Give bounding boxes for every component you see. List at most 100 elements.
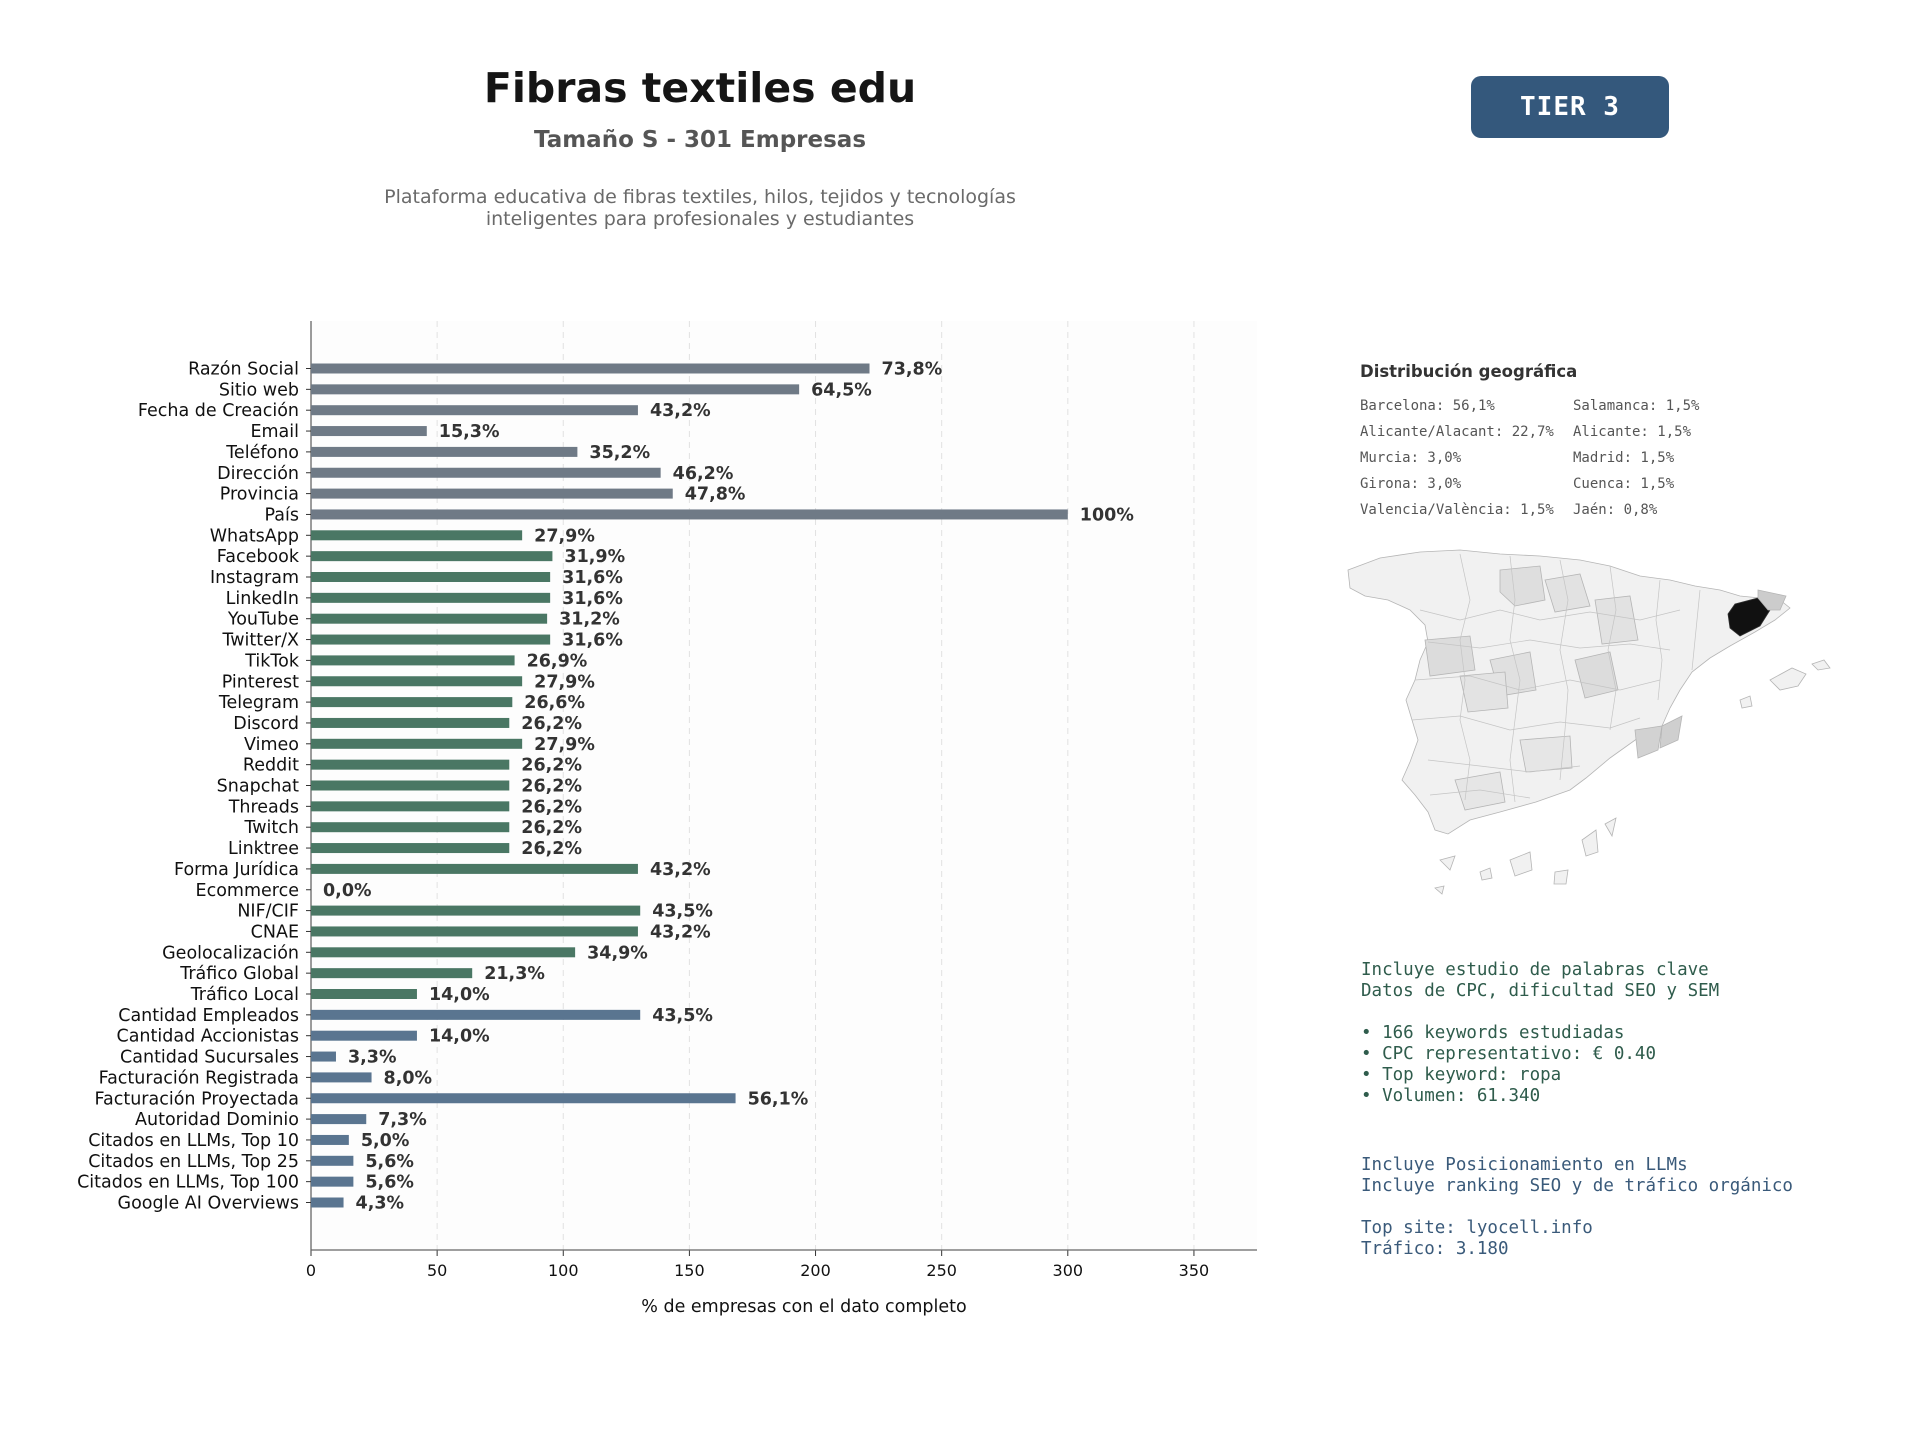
llm-info: Incluye Posicionamiento en LLMs Incluye … bbox=[1361, 1155, 1793, 1260]
data-label: 15,3% bbox=[439, 422, 500, 442]
data-label: 27,9% bbox=[534, 735, 595, 755]
x-tick-label: 0 bbox=[306, 1261, 316, 1280]
category-label: Pinterest bbox=[222, 672, 299, 692]
category-label: Geolocalización bbox=[162, 943, 299, 963]
province-shaded bbox=[1459, 671, 1509, 713]
data-label: 5,6% bbox=[365, 1173, 414, 1193]
data-label: 5,0% bbox=[361, 1131, 410, 1151]
bar bbox=[311, 968, 473, 979]
bar bbox=[311, 1030, 417, 1041]
category-label: Vimeo bbox=[244, 735, 299, 755]
data-label: 31,9% bbox=[564, 547, 625, 567]
province-shaded bbox=[1519, 735, 1573, 773]
keywords-info: Incluye estudio de palabras clave Datos … bbox=[1361, 960, 1719, 1107]
category-label: Cantidad Accionistas bbox=[116, 1027, 299, 1047]
canary-islands bbox=[1581, 829, 1599, 857]
canary-islands bbox=[1439, 855, 1456, 871]
data-label: 46,2% bbox=[673, 464, 734, 484]
data-label: 43,2% bbox=[650, 401, 711, 421]
llm-traffic: Tráfico: 3.180 bbox=[1361, 1239, 1509, 1259]
bar bbox=[311, 947, 576, 958]
geo-item: Barcelona: 56,1% bbox=[1360, 398, 1495, 414]
category-label: Facebook bbox=[217, 547, 300, 567]
llm-line-2: Incluye ranking SEO y de tráfico orgánic… bbox=[1361, 1176, 1793, 1196]
category-label: Facturación Proyectada bbox=[95, 1089, 299, 1109]
geo-item: Salamanca: 1,5% bbox=[1573, 398, 1700, 414]
category-label: NIF/CIF bbox=[237, 902, 299, 922]
data-label: 34,9% bbox=[587, 943, 648, 963]
category-label: Teléfono bbox=[225, 443, 299, 463]
geo-item: Alicante/Alacant: 22,7% bbox=[1360, 424, 1554, 440]
data-label: 14,0% bbox=[429, 1027, 490, 1047]
keywords-line-1: Incluye estudio de palabras clave bbox=[1361, 960, 1709, 980]
bar bbox=[311, 1093, 736, 1104]
geo-distribution-list: Barcelona: 56,1% Salamanca: 1,5% Alicante/… bbox=[1360, 398, 1780, 519]
category-label: País bbox=[265, 505, 299, 525]
geo-item: Cuenca: 1,5% bbox=[1573, 476, 1675, 492]
province-shaded bbox=[1424, 635, 1476, 677]
bar bbox=[311, 926, 638, 937]
category-label: Citados en LLMs, Top 100 bbox=[77, 1173, 299, 1193]
category-label: Provincia bbox=[220, 485, 299, 505]
keywords-bullet-top: • Top keyword: ropa bbox=[1361, 1065, 1562, 1085]
data-label: 26,6% bbox=[524, 693, 585, 713]
data-label: 27,9% bbox=[534, 672, 595, 692]
bar bbox=[311, 405, 638, 416]
data-label: 26,2% bbox=[521, 839, 582, 859]
data-label: 7,3% bbox=[378, 1110, 427, 1130]
category-label: Google AI Overviews bbox=[118, 1194, 299, 1214]
bar bbox=[311, 572, 551, 582]
data-label: 31,6% bbox=[562, 631, 623, 651]
x-tick-label: 250 bbox=[926, 1261, 957, 1280]
category-label: Linktree bbox=[228, 839, 299, 859]
page-title: Fibras textiles edu bbox=[483, 64, 917, 112]
description-line-2: inteligentes para profesionales y estudi… bbox=[485, 208, 915, 230]
data-label: 43,2% bbox=[650, 860, 711, 880]
category-label: Ecommerce bbox=[196, 881, 299, 901]
bar bbox=[311, 363, 870, 374]
data-label: 26,2% bbox=[521, 714, 582, 734]
bar bbox=[311, 863, 638, 874]
x-tick-label: 350 bbox=[1179, 1261, 1210, 1280]
geo-item: Alicante: 1,5% bbox=[1573, 424, 1692, 440]
canary-islands bbox=[1434, 885, 1445, 895]
x-tick-label: 300 bbox=[1053, 1261, 1084, 1280]
spain-mainland-shape bbox=[1347, 549, 1791, 835]
data-label: 43,2% bbox=[650, 922, 711, 942]
category-label: YouTube bbox=[227, 610, 299, 630]
geo-item: Jaén: 0,8% bbox=[1573, 502, 1658, 518]
bar bbox=[311, 717, 510, 728]
bar bbox=[311, 1197, 344, 1208]
data-label: 73,8% bbox=[882, 360, 943, 380]
keywords-line-2: Datos de CPC, dificultad SEO y SEM bbox=[1361, 981, 1720, 1001]
keywords-bullet-cpc: • CPC representativo: € 0.40 bbox=[1361, 1044, 1657, 1064]
bar bbox=[311, 801, 510, 812]
bar bbox=[311, 697, 513, 708]
bar bbox=[311, 1134, 349, 1145]
x-tick-label: 200 bbox=[800, 1261, 831, 1280]
x-tick-label: 150 bbox=[674, 1261, 705, 1280]
page-subtitle: Tamaño S - 301 Empresas bbox=[533, 127, 867, 153]
data-label: 21,3% bbox=[484, 964, 545, 984]
balearic-islands bbox=[1739, 695, 1753, 709]
data-label: 64,5% bbox=[811, 380, 872, 400]
data-label: 100% bbox=[1080, 505, 1134, 525]
category-label: Discord bbox=[233, 714, 299, 734]
canary-islands bbox=[1479, 867, 1493, 881]
category-label: Threads bbox=[228, 797, 299, 817]
x-axis-label: % de empresas con el dato completo bbox=[641, 1297, 966, 1317]
bar bbox=[311, 509, 1068, 520]
category-label: Cantidad Sucursales bbox=[120, 1048, 299, 1068]
keywords-bullet-count: • 166 keywords estudiadas bbox=[1361, 1023, 1625, 1043]
bar bbox=[311, 676, 523, 687]
category-label: Fecha de Creación bbox=[138, 401, 299, 421]
category-label: Facturación Registrada bbox=[99, 1068, 299, 1088]
category-label: Snapchat bbox=[217, 777, 299, 797]
canary-islands bbox=[1604, 817, 1617, 838]
category-label: Sitio web bbox=[219, 380, 299, 400]
data-label: 47,8% bbox=[685, 485, 746, 505]
geo-item: Madrid: 1,5% bbox=[1573, 450, 1675, 466]
province-murcia bbox=[1634, 725, 1663, 759]
description-line-1: Plataforma educativa de fibras textiles,… bbox=[384, 186, 1016, 208]
category-label: Instagram bbox=[210, 568, 299, 588]
